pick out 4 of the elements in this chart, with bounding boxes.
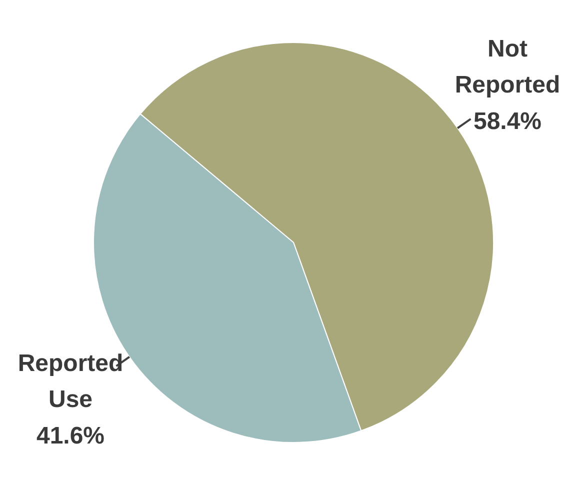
data-label: 41.6% — [36, 422, 105, 450]
slice-label: Reported Use — [18, 350, 124, 414]
slice-label: Not Reported — [454, 35, 560, 99]
data-label: 58.4% — [473, 108, 542, 136]
